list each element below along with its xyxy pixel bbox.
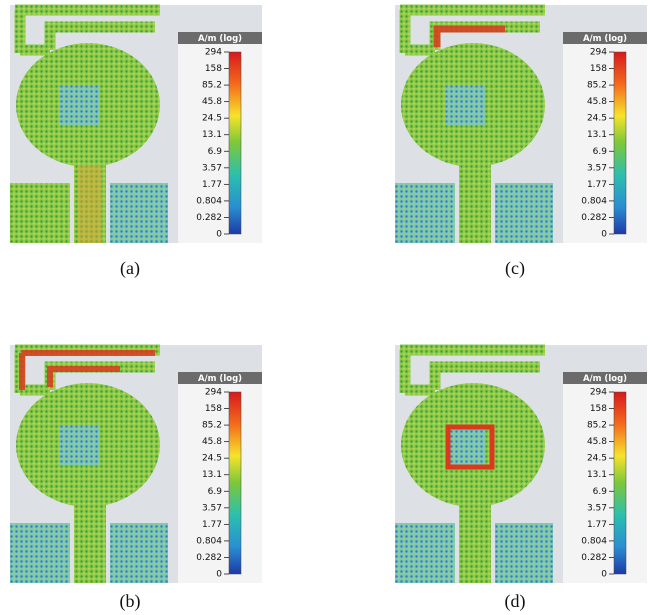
colorbar-tick-label: 0.282 (581, 213, 607, 223)
colorbar-tick-label: 294 (205, 48, 222, 58)
colorbar (614, 52, 626, 234)
colorbar-tick-label: 3.57 (587, 503, 607, 513)
colorbar-tick-label: 85.2 (202, 421, 222, 431)
colorbar-tick-label: 3.57 (202, 163, 222, 173)
panel-label: (b) (120, 591, 141, 612)
panel: A/m (log) 294 158 85.2 45.8 24.5 13.1 6.9 3.57 1.… (10, 345, 262, 583)
stem (459, 500, 491, 583)
colorbar-title: A/m (log) (198, 34, 242, 44)
colorbar (229, 52, 241, 234)
colorbar-tick-label: 158 (590, 64, 607, 74)
colorbar-tick-label: 6.9 (208, 487, 223, 497)
colorbar-tick-label: 24.5 (587, 114, 607, 124)
ground-left (10, 183, 70, 243)
colorbar-tick-label: 294 (590, 388, 607, 398)
colorbar-tick-label: 0.804 (196, 536, 222, 546)
colorbar-tick-label: 294 (590, 48, 607, 58)
slot (60, 85, 100, 125)
ground-left (395, 523, 455, 583)
colorbar-tick-label: 158 (590, 404, 607, 414)
colorbar-tick-label: 13.1 (587, 130, 607, 140)
panel-label: (c) (505, 258, 525, 279)
stem (459, 160, 491, 243)
colorbar-tick-label: 6.9 (208, 147, 223, 157)
panel-label: (d) (505, 591, 526, 612)
hot-spot (78, 165, 102, 243)
ground-right (110, 523, 168, 583)
colorbar-tick-label: 24.5 (202, 454, 222, 464)
colorbar-tick-label: 0 (601, 230, 607, 240)
stem (74, 500, 106, 583)
colorbar (229, 392, 241, 574)
colorbar-tick-label: 13.1 (202, 470, 222, 480)
colorbar-tick-label: 0.804 (581, 196, 607, 206)
colorbar-tick-label: 85.2 (587, 81, 607, 91)
colorbar-tick-label: 6.9 (593, 147, 608, 157)
slot (445, 425, 485, 465)
colorbar-tick-label: 1.77 (587, 180, 607, 190)
colorbar-tick-label: 1.77 (202, 520, 222, 530)
colorbar-tick-label: 158 (205, 404, 222, 414)
colorbar-tick-label: 24.5 (587, 454, 607, 464)
colorbar-tick-label: 45.8 (202, 97, 222, 107)
ground-left (10, 523, 70, 583)
colorbar-tick-label: 0.282 (581, 553, 607, 563)
colorbar-tick-label: 6.9 (593, 487, 608, 497)
colorbar-tick-label: 0.804 (196, 196, 222, 206)
colorbar-title: A/m (log) (198, 374, 242, 384)
colorbar-tick-label: 85.2 (587, 421, 607, 431)
colorbar (614, 392, 626, 574)
colorbar-tick-label: 3.57 (587, 163, 607, 173)
ground-right (495, 523, 553, 583)
panel-label: (a) (120, 258, 140, 279)
colorbar-tick-label: 45.8 (587, 97, 607, 107)
panel: A/m (log) 294 158 85.2 45.8 24.5 13.1 6.9 3.57 1.… (395, 345, 647, 583)
slot (445, 85, 485, 125)
colorbar-tick-label: 158 (205, 64, 222, 74)
colorbar-tick-label: 85.2 (202, 81, 222, 91)
colorbar-tick-label: 13.1 (587, 470, 607, 480)
panel: A/m (log) 294 158 85.2 45.8 24.5 13.1 6.9 3.57 1.… (10, 5, 262, 243)
colorbar-tick-label: 0.282 (196, 553, 222, 563)
colorbar-tick-label: 294 (205, 388, 222, 398)
colorbar-tick-label: 3.57 (202, 503, 222, 513)
colorbar-tick-label: 45.8 (587, 437, 607, 447)
colorbar-tick-label: 0 (216, 230, 222, 240)
ground-right (110, 183, 168, 243)
colorbar-tick-label: 0.282 (196, 213, 222, 223)
colorbar-title: A/m (log) (583, 374, 627, 384)
colorbar-tick-label: 1.77 (587, 520, 607, 530)
colorbar-tick-label: 0 (601, 570, 607, 580)
ground-right (495, 183, 553, 243)
colorbar-tick-label: 45.8 (202, 437, 222, 447)
slot (60, 425, 100, 465)
panel: A/m (log) 294 158 85.2 45.8 24.5 13.1 6.9 3.57 1.… (395, 5, 647, 243)
colorbar-tick-label: 24.5 (202, 114, 222, 124)
colorbar-title: A/m (log) (583, 34, 627, 44)
ground-left (395, 183, 455, 243)
colorbar-tick-label: 0.804 (581, 536, 607, 546)
colorbar-tick-label: 0 (216, 570, 222, 580)
colorbar-tick-label: 1.77 (202, 180, 222, 190)
colorbar-tick-label: 13.1 (202, 130, 222, 140)
figure: A/m (log) 294 158 85.2 45.8 24.5 13.1 6.9 3.57 1.… (0, 0, 650, 615)
